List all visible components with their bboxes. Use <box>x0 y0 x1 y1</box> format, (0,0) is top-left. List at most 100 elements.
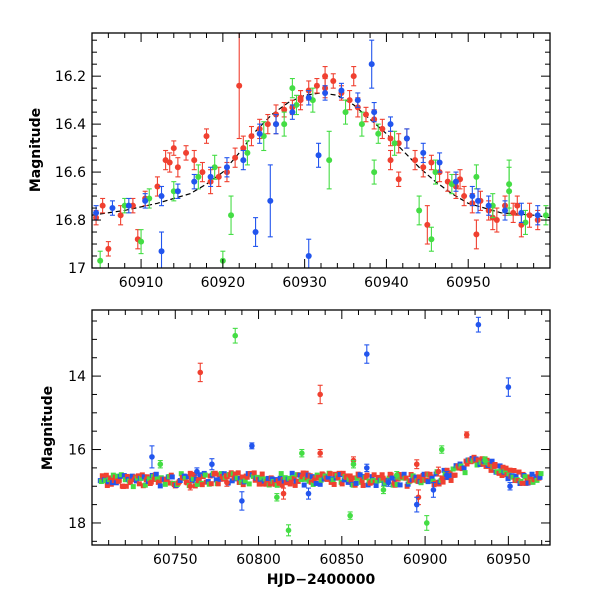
bottom-baseline-point <box>337 472 343 478</box>
top-red-point <box>362 111 369 118</box>
top-blue-point <box>174 188 181 195</box>
bottom-baseline-point <box>157 483 163 489</box>
bottom-baseline-point <box>239 474 245 480</box>
top-red-point <box>412 157 419 164</box>
bottom-blue-point <box>209 461 215 468</box>
bottom-baseline-point <box>357 472 363 478</box>
top-y-axis-label: Magnitude <box>28 108 44 192</box>
bottom-baseline-point <box>103 472 109 478</box>
top-red-point <box>420 164 427 171</box>
bottom-baseline-point <box>374 478 380 484</box>
bottom-baseline-point <box>373 482 379 488</box>
bottom-baseline-point <box>487 462 493 468</box>
top-blue-point <box>452 178 459 185</box>
bottom-baseline-point <box>212 470 218 476</box>
bottom-baseline-point <box>250 473 256 479</box>
bottom-baseline-point <box>386 475 392 481</box>
bottom-green-point <box>274 494 280 501</box>
bottom-baseline-point <box>462 470 468 476</box>
bottom-baseline-point <box>313 480 319 486</box>
bottom-marks <box>97 316 544 537</box>
top-y-tick-label: 17 <box>68 261 86 277</box>
bottom-baseline-point <box>260 481 266 487</box>
top-red-point <box>350 73 357 80</box>
bottom-baseline-point <box>123 483 129 489</box>
bottom-baseline-point <box>153 471 159 477</box>
bottom-baseline-point <box>288 479 294 485</box>
bottom-plot-area <box>97 316 544 537</box>
bottom-baseline-point <box>513 473 519 479</box>
top-red-point <box>473 231 480 238</box>
bottom-baseline-point <box>429 475 435 481</box>
bottom-green-point <box>232 332 239 339</box>
bottom-baseline-point <box>427 471 433 477</box>
bottom-baseline-point <box>318 477 324 483</box>
top-blue-point <box>403 135 410 142</box>
top-blue-point <box>109 205 116 212</box>
bottom-blue-point <box>443 472 450 479</box>
bottom-baseline-point <box>100 474 106 480</box>
top-green-point <box>289 85 296 92</box>
bottom-baseline-point <box>202 472 208 478</box>
bottom-baseline-point <box>450 466 456 472</box>
bottom-baseline-point <box>122 477 128 483</box>
top-green-point <box>391 140 398 147</box>
bottom-baseline-point <box>197 472 203 478</box>
top-marks <box>92 33 550 268</box>
bottom-baseline-point <box>182 475 188 481</box>
top-red-point <box>428 159 435 166</box>
bottom-baseline-point <box>121 473 127 479</box>
bottom-baseline-point <box>219 473 225 479</box>
bottom-green-point <box>380 487 387 493</box>
bottom-baseline-point <box>503 465 509 471</box>
bottom-blue-point <box>507 483 513 490</box>
bottom-baseline-point <box>205 479 211 485</box>
bottom-baseline-point <box>148 479 154 485</box>
bottom-blue-point <box>475 321 482 328</box>
bottom-baseline-point <box>515 478 521 484</box>
top-y-tick-label: 16.4 <box>55 117 86 133</box>
bottom-baseline-point <box>317 481 323 487</box>
bottom-baseline-point <box>440 479 446 485</box>
top-red-point <box>346 97 353 104</box>
bottom-baseline-point <box>208 481 214 487</box>
bottom-baseline-point <box>154 476 160 482</box>
bottom-baseline-point <box>141 474 147 480</box>
bottom-baseline-point <box>461 465 467 471</box>
bottom-baseline-point <box>263 481 269 487</box>
bottom-baseline-point <box>299 474 305 480</box>
bottom-baseline-point <box>167 480 173 486</box>
top-red-point <box>424 221 431 228</box>
top-x-tick-label: 60910 <box>119 275 164 291</box>
bottom-baseline-point <box>330 477 336 483</box>
bottom-baseline-point <box>187 470 193 476</box>
bottom-blue-point <box>305 490 312 497</box>
top-red-point <box>395 176 402 183</box>
bottom-green-point <box>482 457 488 464</box>
bottom-axes: 60750 60800 60850 60900 60950 14 16 18 <box>68 310 550 568</box>
top-blue-point <box>371 109 378 116</box>
bottom-baseline-point <box>133 478 139 484</box>
bottom-green-point <box>285 527 292 534</box>
bottom-baseline-point <box>425 479 431 485</box>
bottom-baseline-point <box>353 480 359 486</box>
bottom-x-tick-label: 60950 <box>486 552 531 568</box>
bottom-baseline-point <box>151 476 157 482</box>
top-blue-point <box>125 202 132 209</box>
top-red-point <box>281 106 288 113</box>
top-red-point <box>264 121 271 128</box>
bottom-baseline-point <box>146 476 152 482</box>
top-blue-point <box>93 209 100 216</box>
bottom-baseline-point <box>162 481 168 487</box>
bottom-baseline-point <box>177 478 183 484</box>
top-green-point <box>138 238 145 245</box>
bottom-baseline-point <box>529 471 535 477</box>
bottom-panel: 60750 60800 60850 60900 60950 14 16 18 <box>68 309 551 568</box>
bottom-baseline-point <box>98 479 104 485</box>
bottom-baseline-point <box>371 472 377 478</box>
top-blue-point <box>289 109 296 116</box>
top-red-point <box>330 77 337 84</box>
bottom-baseline-point <box>502 468 508 474</box>
top-green-point <box>506 181 513 188</box>
